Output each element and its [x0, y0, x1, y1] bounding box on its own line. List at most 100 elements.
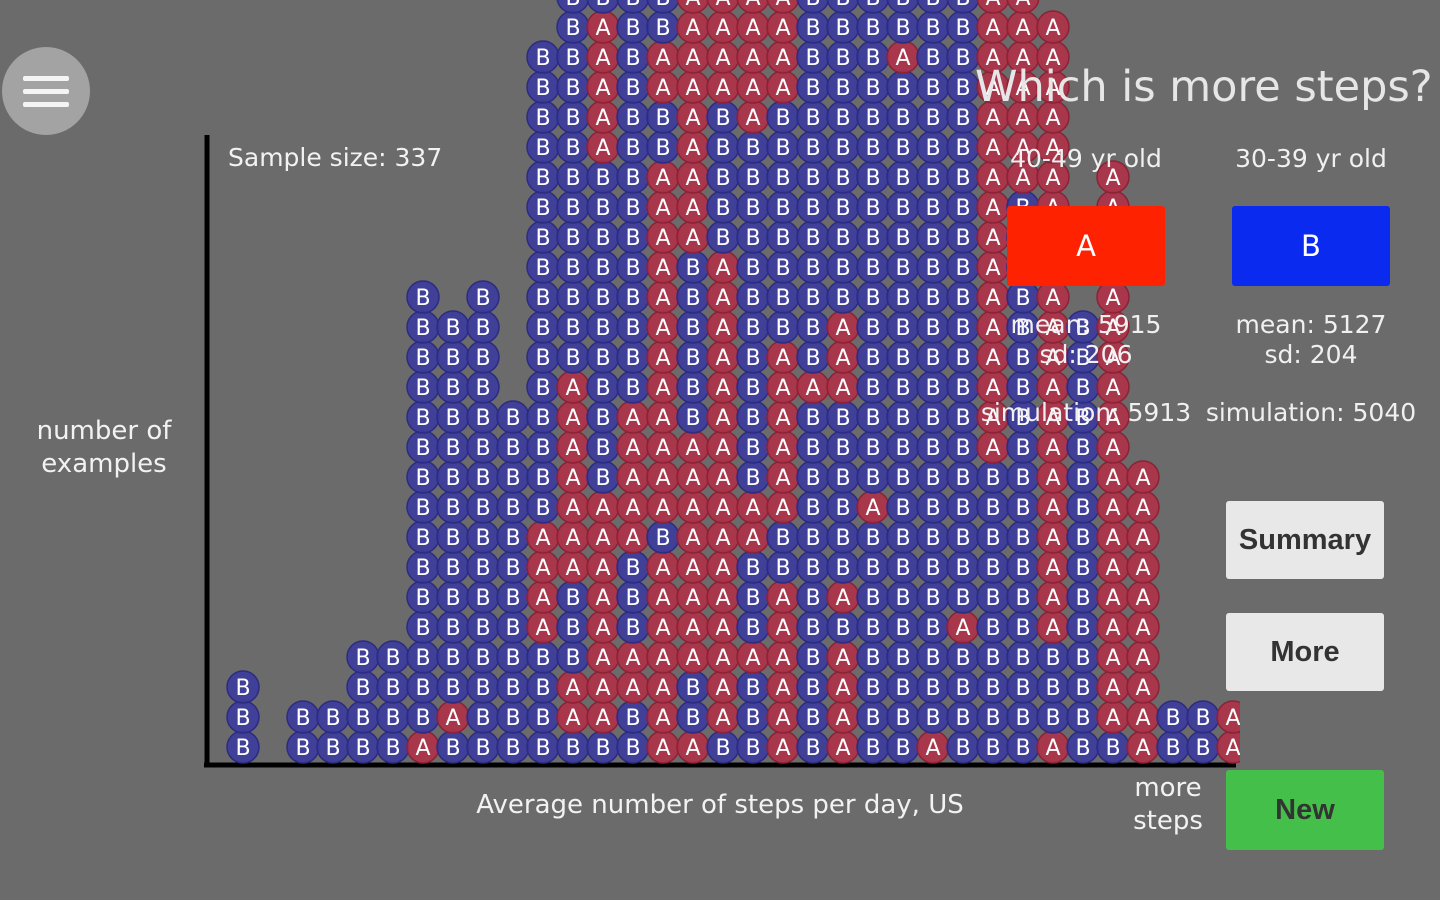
dot-a: A [676, 730, 710, 764]
dot-a: A [676, 640, 710, 674]
svg-text:B: B [595, 0, 610, 11]
svg-text:B: B [535, 316, 550, 341]
svg-text:B: B [895, 556, 910, 581]
dot-b: B [856, 700, 890, 734]
dot-b: B [436, 670, 470, 704]
svg-text:B: B [475, 646, 490, 671]
svg-text:B: B [925, 706, 940, 731]
more-button[interactable]: More [1226, 613, 1384, 691]
svg-text:A: A [1045, 736, 1060, 761]
dot-b: B [556, 130, 590, 164]
dot-a: A [556, 490, 590, 524]
svg-text:A: A [685, 616, 700, 641]
dot-b: B [796, 520, 830, 554]
dot-b: B [946, 0, 980, 14]
svg-text:A: A [595, 16, 610, 41]
dot-a: A [706, 430, 740, 464]
svg-text:B: B [235, 676, 250, 701]
dot-b: B [856, 520, 890, 554]
dot-b: B [766, 550, 800, 584]
svg-text:A: A [715, 76, 730, 101]
dot-a: A [556, 400, 590, 434]
dot-b: B [916, 610, 950, 644]
svg-text:A: A [685, 106, 700, 131]
svg-text:B: B [805, 226, 820, 251]
dot-b: B [556, 340, 590, 374]
dot-a: A [976, 400, 1010, 434]
svg-text:B: B [805, 616, 820, 641]
svg-text:B: B [535, 106, 550, 131]
dot-a: A [946, 610, 980, 644]
dot-a: A [1036, 280, 1070, 314]
svg-text:B: B [565, 16, 580, 41]
svg-text:B: B [865, 646, 880, 671]
dot-b: B [406, 460, 440, 494]
svg-text:A: A [1015, 16, 1030, 41]
svg-text:B: B [625, 46, 640, 71]
dot-b: B [556, 610, 590, 644]
svg-text:B: B [895, 646, 910, 671]
choose-b-button[interactable]: B [1232, 206, 1390, 286]
svg-text:B: B [895, 616, 910, 641]
svg-text:B: B [565, 286, 580, 311]
dot-a: A [706, 280, 740, 314]
svg-text:B: B [505, 496, 520, 521]
dot-b: B [466, 340, 500, 374]
svg-text:B: B [415, 586, 430, 611]
dot-b: B [976, 730, 1010, 764]
dot-a: A [586, 610, 620, 644]
dot-b: B [886, 100, 920, 134]
dot-b: B [466, 490, 500, 524]
new-button[interactable]: New [1226, 770, 1384, 850]
svg-text:B: B [355, 646, 370, 671]
svg-text:B: B [805, 406, 820, 431]
dot-a: A [1096, 580, 1130, 614]
dot-a: A [976, 0, 1010, 14]
summary-button[interactable]: Summary [1226, 501, 1384, 579]
svg-text:B: B [715, 196, 730, 221]
svg-text:B: B [1195, 706, 1210, 731]
svg-text:B: B [865, 286, 880, 311]
choose-a-button[interactable]: A [1007, 206, 1165, 286]
dot-a: A [526, 610, 560, 644]
dot-b: B [826, 190, 860, 224]
svg-text:B: B [955, 196, 970, 221]
dot-b: B [916, 280, 950, 314]
svg-text:A: A [595, 646, 610, 671]
dot-a: A [766, 10, 800, 44]
svg-text:B: B [745, 196, 760, 221]
dot-b: B [556, 250, 590, 284]
dot-a: A [1096, 520, 1130, 554]
dot-b: B [946, 550, 980, 584]
dot-b: B [1066, 310, 1100, 344]
svg-text:A: A [655, 586, 670, 611]
svg-text:A: A [1045, 166, 1060, 191]
svg-text:B: B [625, 106, 640, 131]
dot-b: B [796, 580, 830, 614]
dot-a: A [646, 460, 680, 494]
svg-text:B: B [625, 76, 640, 101]
dot-b: B [466, 610, 500, 644]
dot-b: B [916, 460, 950, 494]
dot-a: A [706, 400, 740, 434]
svg-text:B: B [745, 706, 760, 731]
group-b-panel: 30-39 yr old B mean: 5127 sd: 204 simula… [1200, 142, 1422, 428]
dot-b: B [286, 730, 320, 764]
svg-text:A: A [775, 46, 790, 71]
svg-text:A: A [835, 736, 850, 761]
svg-text:A: A [1135, 466, 1150, 491]
dot-b: B [976, 700, 1010, 734]
dot-b: B [526, 670, 560, 704]
svg-text:B: B [1015, 586, 1030, 611]
svg-text:B: B [925, 316, 940, 341]
dot-b: B [1066, 460, 1100, 494]
dot-a: A [1036, 490, 1070, 524]
dot-a: A [1036, 400, 1070, 434]
menu-button[interactable] [2, 47, 90, 135]
dot-b: B [826, 460, 860, 494]
svg-text:B: B [865, 136, 880, 161]
svg-text:A: A [715, 0, 730, 11]
dot-b: B [526, 370, 560, 404]
dot-b: B [916, 220, 950, 254]
svg-text:A: A [715, 706, 730, 731]
